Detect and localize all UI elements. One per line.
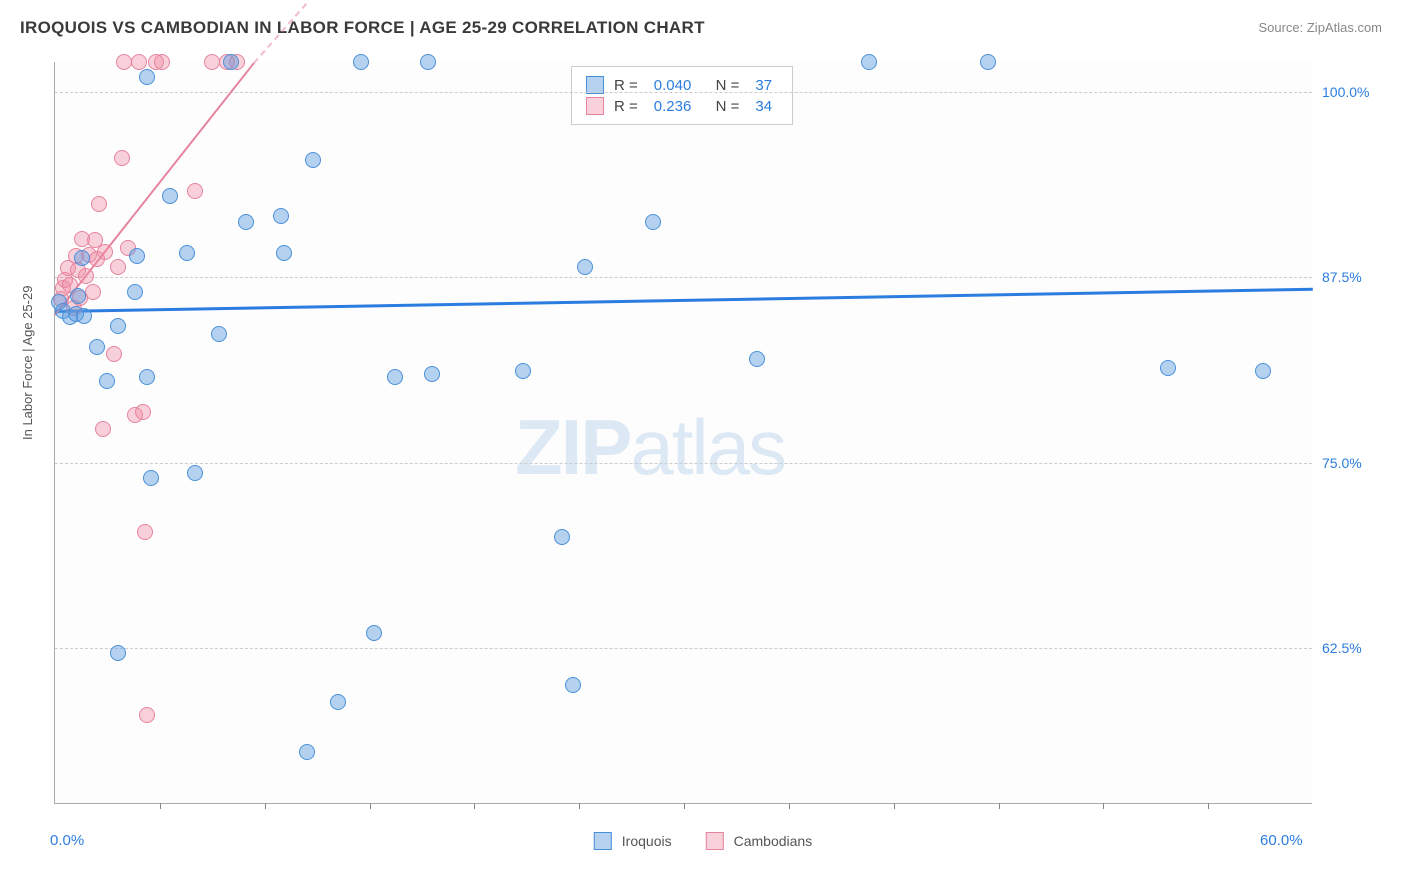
data-point xyxy=(1160,360,1176,376)
data-point xyxy=(424,366,440,382)
gridline xyxy=(55,463,1312,464)
data-point xyxy=(187,465,203,481)
data-point xyxy=(127,284,143,300)
data-point xyxy=(114,150,130,166)
data-point xyxy=(565,677,581,693)
x-tick xyxy=(894,803,895,809)
x-tick xyxy=(160,803,161,809)
data-point xyxy=(97,244,113,260)
data-point xyxy=(366,625,382,641)
legend-label-cambodians: Cambodians xyxy=(734,833,813,849)
data-point xyxy=(116,54,132,70)
x-tick xyxy=(789,803,790,809)
data-point xyxy=(139,69,155,85)
data-point xyxy=(387,369,403,385)
data-point xyxy=(645,214,661,230)
data-point xyxy=(330,694,346,710)
data-point xyxy=(187,183,203,199)
data-point xyxy=(515,363,531,379)
trend-line xyxy=(55,288,1313,313)
x-tick xyxy=(684,803,685,809)
data-point xyxy=(980,54,996,70)
x-tick xyxy=(474,803,475,809)
data-point xyxy=(99,373,115,389)
chart-title: IROQUOIS VS CAMBODIAN IN LABOR FORCE | A… xyxy=(20,18,705,38)
swatch-icon xyxy=(594,832,612,850)
data-point xyxy=(353,54,369,70)
y-tick-label: 87.5% xyxy=(1322,269,1382,285)
data-point xyxy=(223,54,239,70)
source-label: Source: ZipAtlas.com xyxy=(1258,20,1382,35)
n-label: N = xyxy=(707,98,739,115)
r-value: 0.236 xyxy=(654,98,692,115)
data-point xyxy=(95,421,111,437)
data-point xyxy=(89,339,105,355)
data-point xyxy=(85,284,101,300)
y-axis-label: In Labor Force | Age 25-29 xyxy=(20,286,35,440)
legend-label-iroquois: Iroquois xyxy=(622,833,672,849)
data-point xyxy=(420,54,436,70)
data-point xyxy=(154,54,170,70)
gridline xyxy=(55,648,1312,649)
data-point xyxy=(106,346,122,362)
data-point xyxy=(76,308,92,324)
x-tick xyxy=(1208,803,1209,809)
n-value: 34 xyxy=(755,98,772,115)
series-legend: Iroquois Cambodians xyxy=(594,832,812,850)
r-label: R = xyxy=(614,98,638,115)
plot-area: ZIPatlas R = 0.040 N = 37 R = 0.236 N = … xyxy=(54,62,1312,804)
data-point xyxy=(276,245,292,261)
gridline xyxy=(55,277,1312,278)
gridline xyxy=(55,92,1312,93)
y-tick-label: 62.5% xyxy=(1322,640,1382,656)
stats-row-cambodians: R = 0.236 N = 34 xyxy=(586,97,778,115)
data-point xyxy=(110,259,126,275)
x-tick-label: 0.0% xyxy=(50,832,84,849)
x-tick-label: 60.0% xyxy=(1260,832,1303,849)
swatch-icon xyxy=(586,97,604,115)
data-point xyxy=(554,529,570,545)
data-point xyxy=(91,196,107,212)
x-tick xyxy=(579,803,580,809)
data-point xyxy=(70,288,86,304)
stats-legend: R = 0.040 N = 37 R = 0.236 N = 34 xyxy=(571,66,793,125)
data-point xyxy=(577,259,593,275)
y-tick-label: 100.0% xyxy=(1322,84,1382,100)
data-point xyxy=(238,214,254,230)
data-point xyxy=(211,326,227,342)
watermark-zip: ZIP xyxy=(515,403,630,491)
data-point xyxy=(299,744,315,760)
data-point xyxy=(78,268,94,284)
data-point xyxy=(162,188,178,204)
data-point xyxy=(305,152,321,168)
x-tick xyxy=(370,803,371,809)
y-tick-label: 75.0% xyxy=(1322,455,1382,471)
data-point xyxy=(204,54,220,70)
x-tick xyxy=(1103,803,1104,809)
data-point xyxy=(179,245,195,261)
data-point xyxy=(131,54,147,70)
watermark-atlas: atlas xyxy=(630,403,785,491)
data-point xyxy=(110,318,126,334)
data-point xyxy=(749,351,765,367)
data-point xyxy=(1255,363,1271,379)
data-point xyxy=(861,54,877,70)
data-point xyxy=(139,369,155,385)
x-tick xyxy=(265,803,266,809)
watermark: ZIPatlas xyxy=(515,402,785,493)
data-point xyxy=(110,645,126,661)
swatch-icon xyxy=(706,832,724,850)
data-point xyxy=(74,250,90,266)
data-point xyxy=(129,248,145,264)
data-point xyxy=(135,404,151,420)
x-tick xyxy=(999,803,1000,809)
data-point xyxy=(137,524,153,540)
data-point xyxy=(143,470,159,486)
data-point xyxy=(139,707,155,723)
data-point xyxy=(273,208,289,224)
